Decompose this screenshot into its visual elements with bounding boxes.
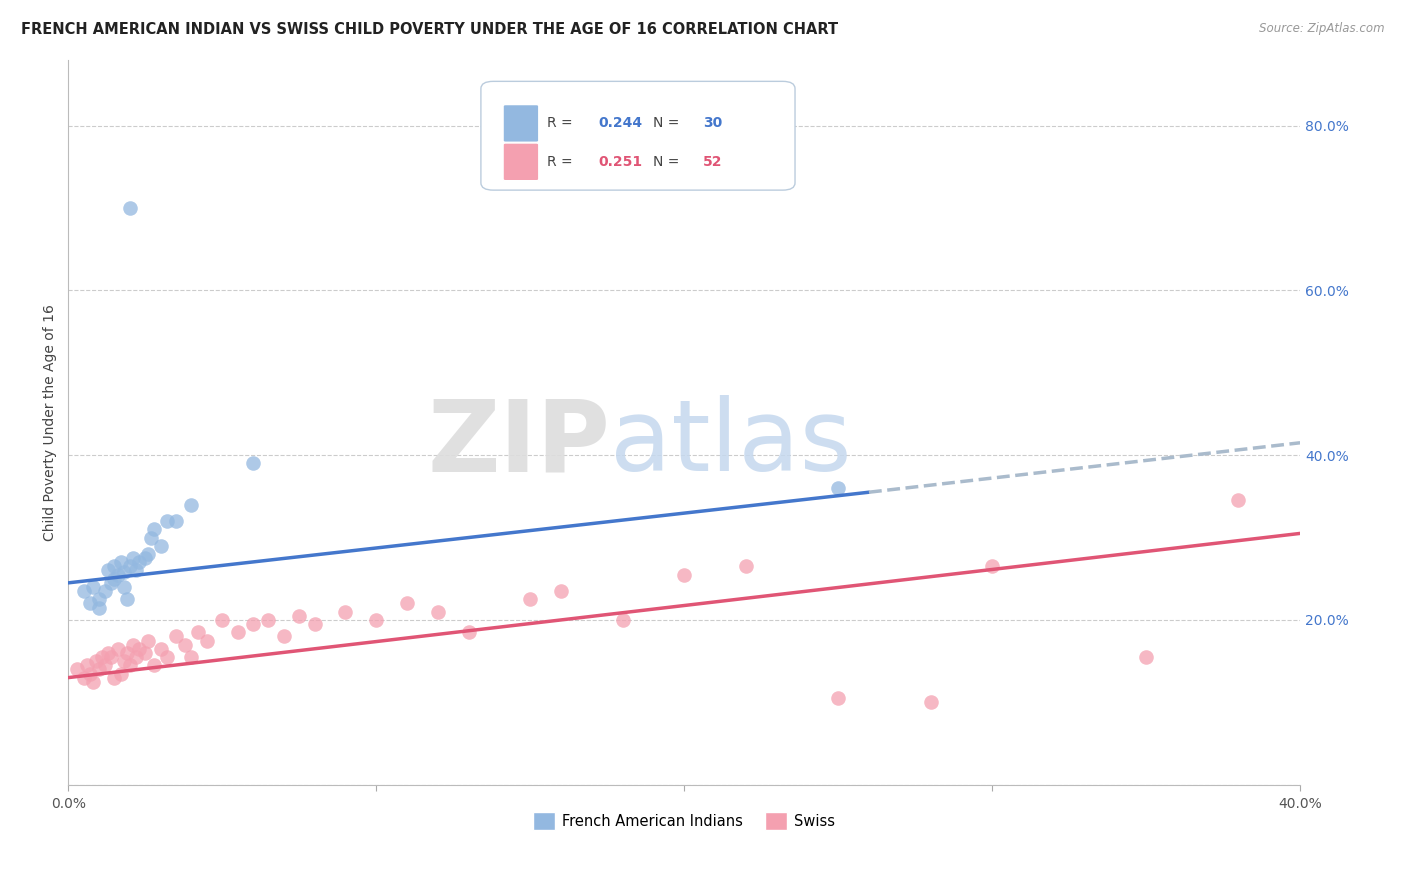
Point	[174, 638, 197, 652]
Point	[103, 671, 125, 685]
Text: atlas: atlas	[610, 395, 852, 492]
Point	[87, 592, 110, 607]
Point	[1135, 650, 1157, 665]
Point	[72, 584, 94, 599]
Point	[335, 605, 357, 619]
Point	[125, 564, 148, 578]
Point	[110, 666, 132, 681]
Point	[112, 580, 135, 594]
Text: 0.251: 0.251	[598, 155, 643, 169]
Point	[734, 559, 756, 574]
Point	[156, 650, 179, 665]
Point	[612, 613, 634, 627]
Point	[115, 592, 138, 607]
Y-axis label: Child Poverty Under the Age of 16: Child Poverty Under the Age of 16	[44, 304, 58, 541]
Point	[118, 201, 141, 215]
Point	[149, 539, 172, 553]
Point	[195, 633, 218, 648]
FancyBboxPatch shape	[503, 143, 538, 181]
Legend: French American Indians, Swiss: French American Indians, Swiss	[527, 806, 841, 836]
Point	[97, 564, 120, 578]
Text: 30: 30	[703, 117, 721, 130]
Point	[180, 650, 202, 665]
Point	[180, 498, 202, 512]
Point	[156, 514, 179, 528]
Point	[118, 658, 141, 673]
Text: R =: R =	[547, 155, 578, 169]
Text: Source: ZipAtlas.com: Source: ZipAtlas.com	[1260, 22, 1385, 36]
Text: R =: R =	[547, 117, 578, 130]
Point	[122, 638, 145, 652]
Point	[165, 629, 187, 643]
Point	[920, 695, 942, 709]
Text: FRENCH AMERICAN INDIAN VS SWISS CHILD POVERTY UNDER THE AGE OF 16 CORRELATION CH: FRENCH AMERICAN INDIAN VS SWISS CHILD PO…	[21, 22, 838, 37]
Text: ZIP: ZIP	[427, 395, 610, 492]
Point	[273, 629, 295, 643]
Point	[550, 584, 572, 599]
Point	[100, 575, 122, 590]
Point	[242, 456, 264, 470]
Point	[82, 580, 104, 594]
Point	[257, 613, 280, 627]
Point	[82, 674, 104, 689]
Point	[141, 531, 163, 545]
Point	[1227, 493, 1250, 508]
Point	[288, 608, 311, 623]
Point	[112, 565, 135, 579]
Point	[79, 597, 101, 611]
Point	[136, 633, 159, 648]
Point	[673, 567, 696, 582]
Point	[134, 551, 156, 566]
Point	[426, 605, 449, 619]
Point	[79, 666, 101, 681]
Point	[187, 625, 209, 640]
Point	[149, 641, 172, 656]
Point	[136, 547, 159, 561]
Point	[94, 658, 117, 673]
Point	[125, 650, 148, 665]
Point	[87, 662, 110, 676]
Point	[128, 641, 150, 656]
Point	[107, 641, 129, 656]
Point	[87, 600, 110, 615]
Point	[76, 658, 98, 673]
Point	[97, 646, 120, 660]
Point	[103, 559, 125, 574]
Point	[128, 555, 150, 569]
FancyBboxPatch shape	[481, 81, 794, 190]
Text: N =: N =	[654, 155, 685, 169]
Point	[66, 662, 89, 676]
Point	[103, 572, 125, 586]
Text: 52: 52	[703, 155, 723, 169]
Point	[211, 613, 233, 627]
Point	[981, 559, 1004, 574]
Point	[84, 654, 107, 668]
Point	[110, 555, 132, 569]
Point	[304, 617, 326, 632]
Point	[118, 559, 141, 574]
Point	[143, 658, 166, 673]
Point	[226, 625, 249, 640]
Point	[165, 514, 187, 528]
Point	[827, 691, 849, 706]
Point	[134, 646, 156, 660]
Point	[122, 551, 145, 566]
Point	[91, 650, 114, 665]
FancyBboxPatch shape	[503, 104, 538, 142]
Point	[107, 567, 129, 582]
Point	[242, 617, 264, 632]
Point	[519, 592, 541, 607]
Point	[94, 584, 117, 599]
Point	[457, 625, 479, 640]
Point	[366, 613, 388, 627]
Point	[112, 654, 135, 668]
Text: 0.244: 0.244	[598, 117, 643, 130]
Point	[827, 481, 849, 495]
Point	[72, 671, 94, 685]
Point	[143, 522, 166, 536]
Point	[395, 597, 418, 611]
Point	[100, 650, 122, 665]
Text: N =: N =	[654, 117, 685, 130]
Point	[115, 646, 138, 660]
